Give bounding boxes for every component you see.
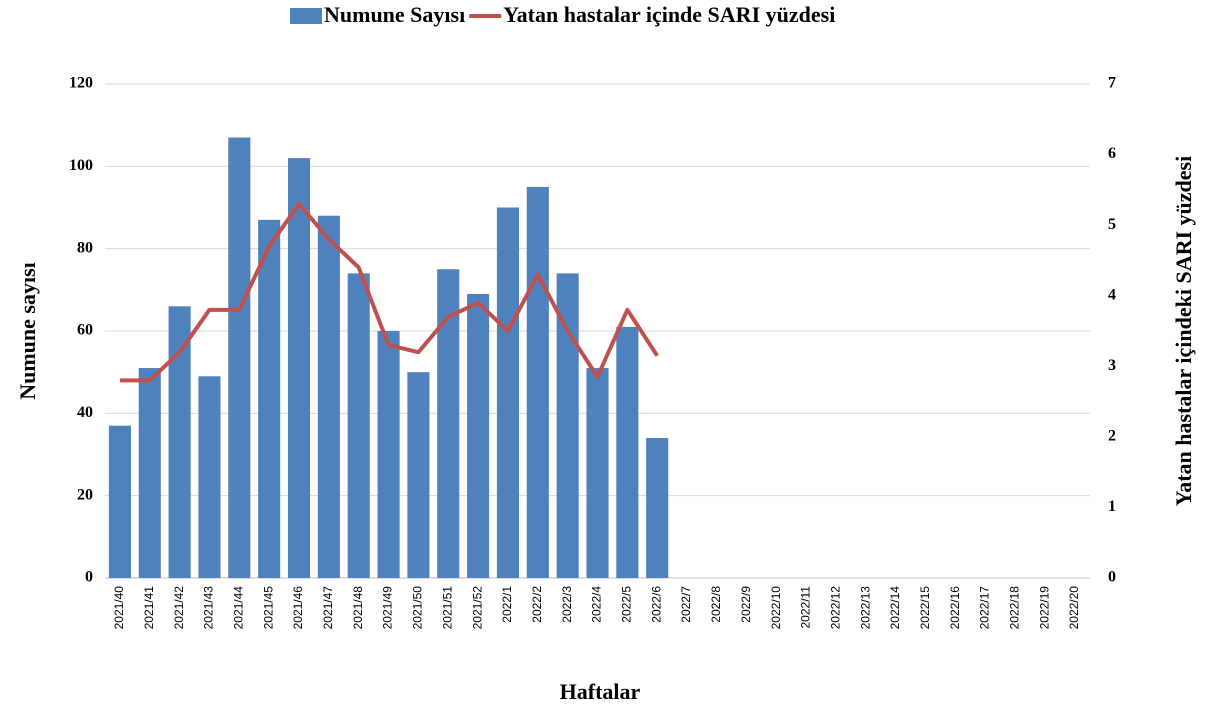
bar	[258, 219, 281, 578]
legend-swatch	[290, 8, 322, 24]
x-tick-label: 2021/47	[321, 586, 335, 630]
y2-tick-label: 0	[1108, 569, 1116, 586]
x-tick-label: 2021/46	[291, 586, 305, 630]
x-tick-label: 2022/14	[888, 586, 902, 630]
x-tick-label: 2021/41	[142, 586, 156, 630]
x-tick-label: 2022/5	[620, 586, 634, 623]
y-tick-label: 40	[77, 404, 93, 421]
y2-tick-label: 2	[1108, 428, 1116, 445]
y2-axis-title: Yatan hastalar içindeki SARI yüzdesi	[1171, 156, 1196, 506]
bar	[467, 293, 490, 578]
y2-tick-label: 6	[1108, 145, 1116, 162]
bar	[556, 273, 579, 578]
x-tick-label: 2022/11	[799, 586, 813, 629]
bar	[437, 269, 460, 578]
x-tick-label: 2022/18	[1008, 586, 1022, 630]
x-tick-label: 2022/16	[948, 586, 962, 630]
line	[119, 201, 659, 383]
x-axis-title: Haftalar	[560, 679, 641, 704]
bar	[496, 207, 519, 578]
bar	[108, 425, 131, 578]
x-tick-label: 2021/43	[202, 586, 216, 630]
bar	[138, 368, 161, 578]
bar	[347, 273, 370, 578]
x-tick-label: 2022/12	[828, 586, 842, 630]
x-tick-label: 2021/48	[351, 586, 365, 630]
y2-tick-label: 7	[1108, 75, 1116, 92]
x-tick-label: 2022/6	[649, 586, 663, 623]
bar	[616, 326, 639, 578]
bar	[317, 215, 340, 578]
bar	[407, 372, 430, 578]
x-tick-label: 2022/17	[978, 586, 992, 630]
x-tick-label: 2022/13	[858, 586, 872, 630]
legend-label: Yatan hastalar içinde SARI yüzdesi	[503, 2, 835, 27]
bar	[526, 186, 549, 578]
x-tick-label: 2022/9	[739, 586, 753, 623]
y-tick-label: 100	[69, 157, 93, 174]
y-tick-label: 0	[85, 569, 93, 586]
bar	[168, 306, 191, 578]
x-tick-label: 2022/20	[1067, 586, 1081, 630]
bar	[646, 438, 669, 578]
y-tick-label: 120	[69, 75, 93, 92]
y-tick-label: 60	[77, 322, 93, 339]
x-tick-label: 2022/10	[769, 586, 783, 630]
bar	[198, 376, 221, 578]
x-tick-label: 2022/4	[590, 586, 604, 623]
y2-tick-label: 1	[1108, 498, 1116, 515]
y-tick-label: 20	[77, 486, 93, 503]
y2-tick-label: 3	[1108, 357, 1116, 374]
x-tick-label: 2022/8	[709, 586, 723, 623]
bar	[228, 137, 251, 578]
x-tick-label: 2021/51	[440, 586, 454, 630]
x-tick-label: 2022/19	[1037, 586, 1051, 630]
x-tick-label: 2022/1	[500, 586, 514, 623]
y2-tick-label: 4	[1108, 286, 1116, 303]
bar	[377, 331, 400, 578]
x-tick-label: 2021/45	[261, 586, 275, 630]
x-tick-label: 2021/42	[172, 586, 186, 630]
y2-tick-label: 5	[1108, 216, 1116, 233]
x-tick-label: 2021/50	[411, 586, 425, 630]
bar	[586, 368, 609, 578]
x-tick-label: 2022/2	[530, 586, 544, 623]
legend-label: Numune Sayısı	[324, 2, 465, 27]
y-tick-label: 80	[77, 239, 93, 256]
y-axis-title: Numune sayısı	[15, 262, 40, 400]
x-tick-label: 2021/44	[231, 586, 245, 630]
x-tick-label: 2021/40	[112, 586, 126, 630]
x-tick-label: 2022/3	[560, 586, 574, 623]
x-tick-label: 2021/52	[470, 586, 484, 630]
x-tick-label: 2021/49	[381, 586, 395, 630]
x-tick-label: 2022/7	[679, 586, 693, 623]
bar	[287, 158, 311, 578]
x-tick-label: 2022/15	[918, 586, 932, 630]
